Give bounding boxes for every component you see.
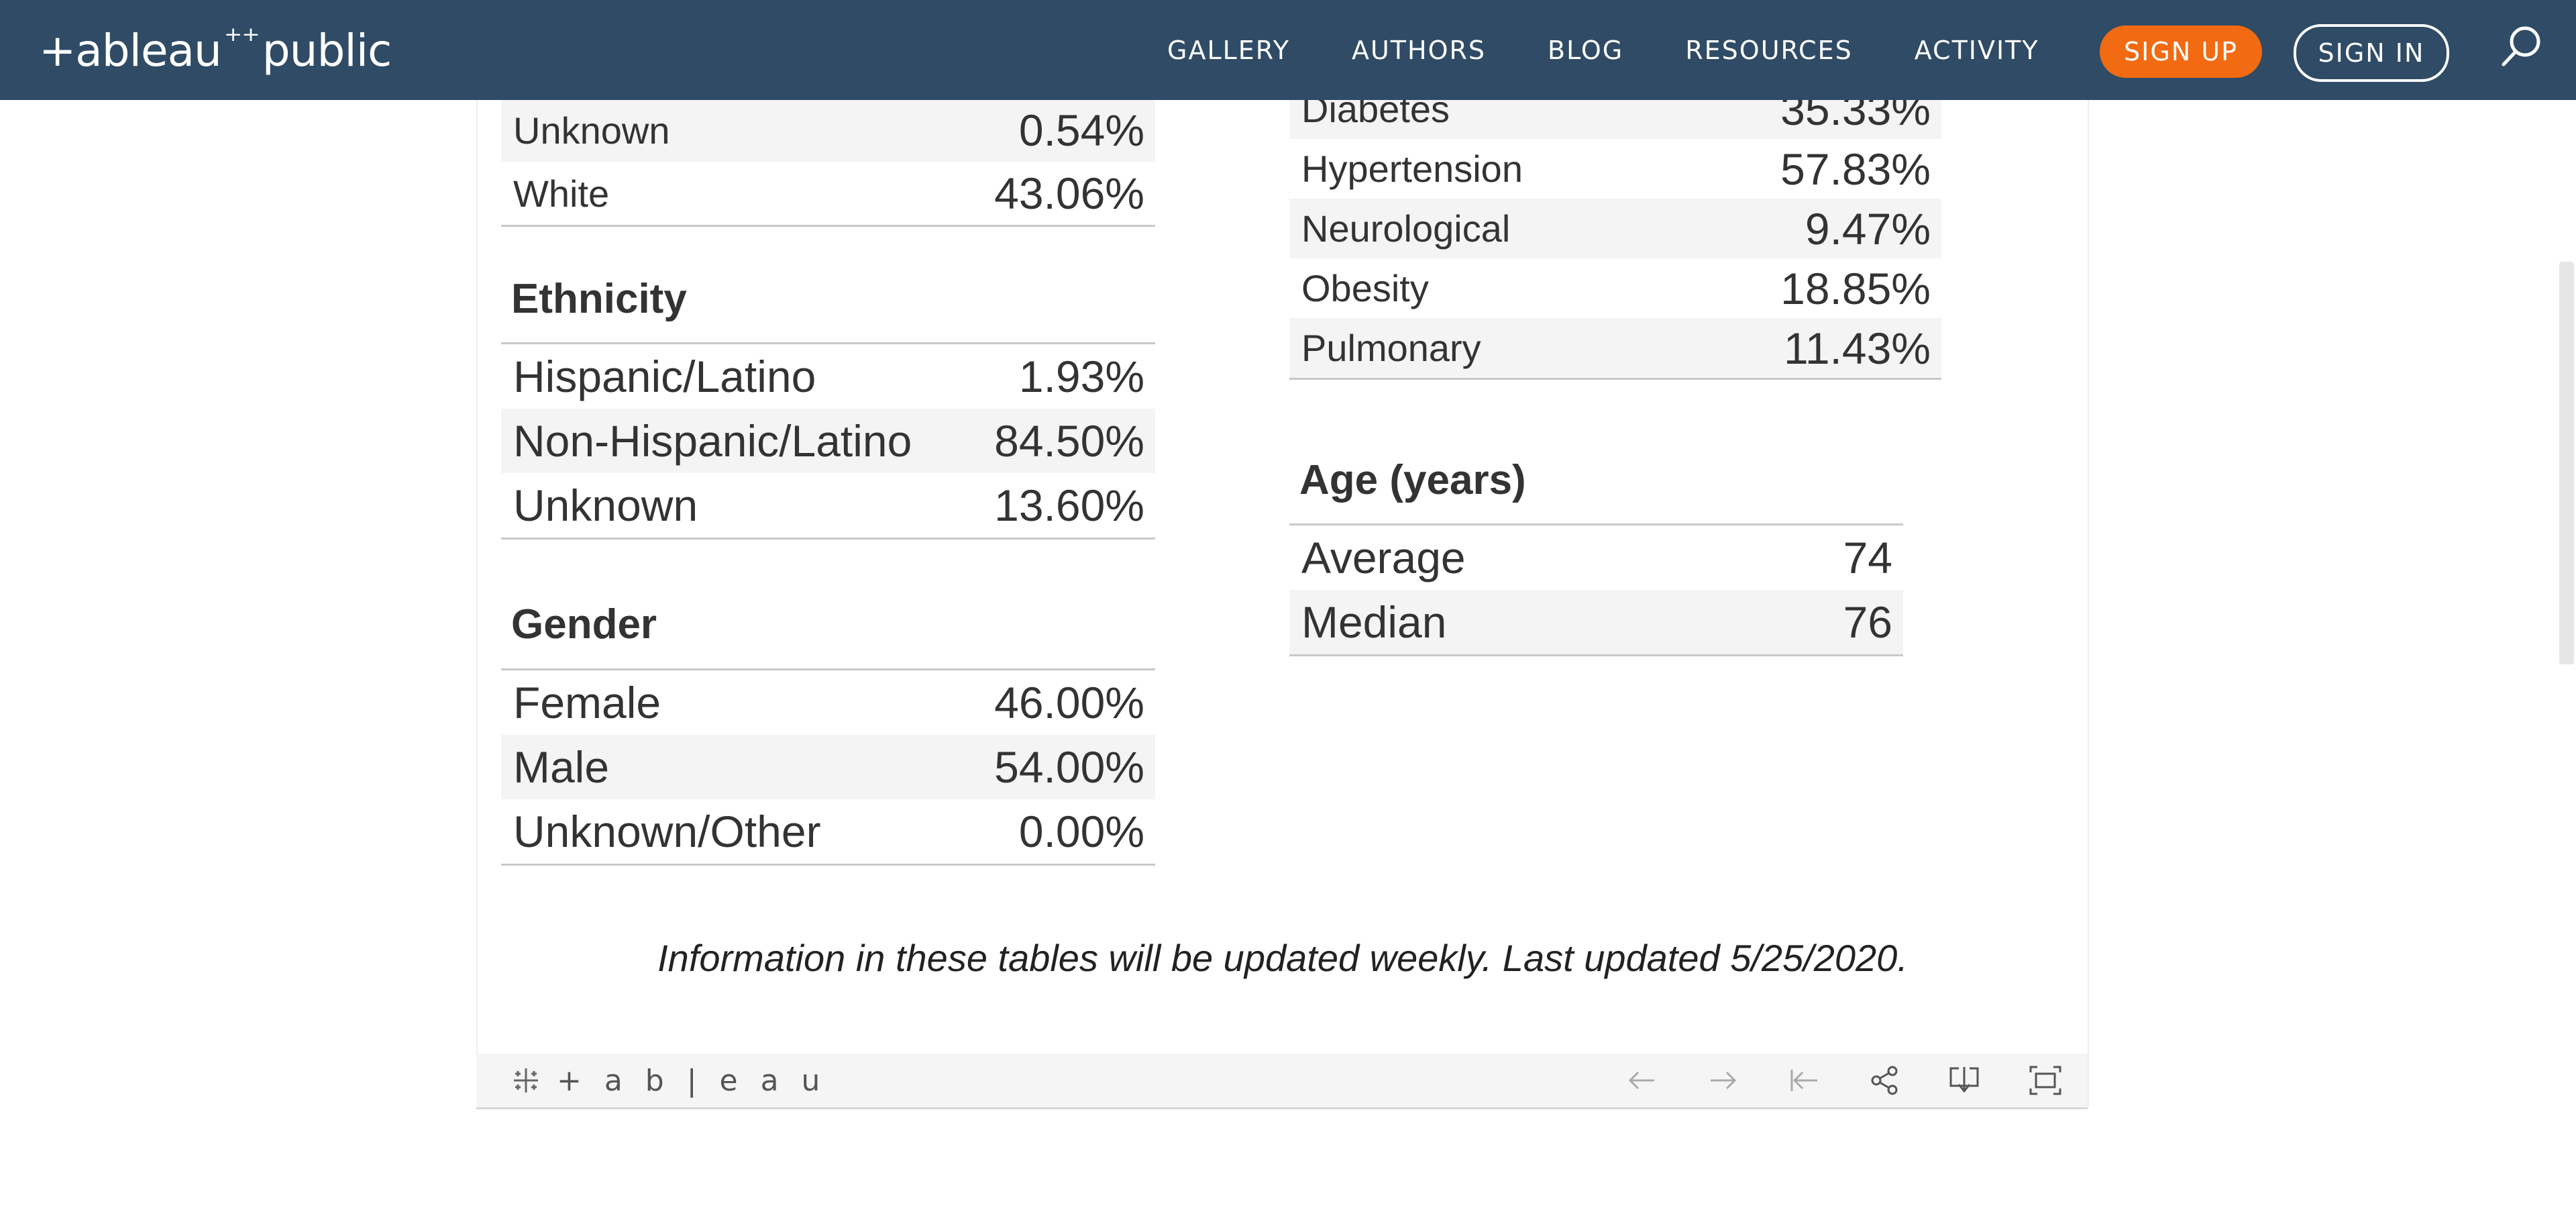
row-label: Hispanic/Latino [513, 352, 816, 401]
tableau-viz: Unknown 0.54% White 43.06% Ethnicity His… [476, 67, 2089, 1107]
table-row: Average 74 [1289, 525, 1903, 590]
row-label: Hypertension [1301, 148, 1523, 190]
top-navigation-bar: +ableau ⁺⁺ public GALLERY AUTHORS BLOG R… [0, 0, 2576, 100]
tableau-logo-mark-icon [514, 1068, 538, 1093]
nav-gallery[interactable]: GALLERY [1167, 35, 1290, 65]
row-value: 43.06% [994, 168, 1144, 218]
row-label: Male [513, 742, 610, 792]
row-label: Average [1301, 533, 1466, 582]
update-note: Information in these tables will be upda… [657, 937, 1908, 979]
row-label: Female [513, 678, 661, 727]
tableau-public-logo[interactable]: +ableau ⁺⁺ public [39, 20, 392, 81]
table-row: Neurological 9.47% [1289, 199, 1941, 258]
race-table: Unknown 0.54% White 43.06% [501, 99, 1155, 227]
fullscreen-icon[interactable] [2028, 1063, 2063, 1098]
row-value: 76 [1843, 597, 1892, 647]
table-row: White 43.06% [501, 162, 1155, 225]
row-value: 74 [1843, 533, 1892, 582]
table-row: Unknown/Other 0.00% [501, 799, 1155, 864]
table-row: Hypertension 57.83% [1289, 139, 1941, 199]
table-row: Male 54.00% [501, 735, 1155, 799]
nav-blog[interactable]: BLOG [1548, 35, 1624, 65]
tableau-toolbar-logo-text: + a b | e a u [557, 1063, 827, 1098]
sign-up-button[interactable]: SIGN UP [2100, 26, 2262, 78]
redo-arrow-icon[interactable] [1705, 1063, 1740, 1098]
search-icon[interactable] [2494, 20, 2548, 74]
row-label: Median [1301, 597, 1447, 647]
ethnicity-table: Hispanic/Latino 1.93% Non-Hispanic/Latin… [501, 342, 1155, 540]
row-value: 54.00% [994, 742, 1144, 792]
row-label: Unknown/Other [513, 807, 821, 856]
gender-title: Gender [511, 601, 657, 648]
row-value: 11.43% [1784, 323, 1931, 373]
undo-arrow-icon[interactable] [1625, 1063, 1660, 1098]
table-row: Non-Hispanic/Latino 84.50% [501, 409, 1155, 473]
age-table: Average 74 Median 76 [1289, 523, 1903, 656]
row-value: 57.83% [1780, 144, 1931, 194]
revert-icon[interactable] [1786, 1063, 1821, 1098]
row-value: 9.47% [1805, 203, 1931, 254]
row-value: 84.50% [994, 416, 1144, 466]
row-value: 46.00% [994, 678, 1144, 727]
gender-table: Female 46.00% Male 54.00% Unknown/Other … [501, 668, 1155, 866]
ethnicity-title: Ethnicity [511, 276, 687, 322]
table-row: Unknown 13.60% [501, 473, 1155, 538]
row-value: 0.54% [1018, 105, 1144, 155]
row-label: Unknown [513, 109, 670, 152]
table-row: Pulmonary 11.43% [1289, 318, 1941, 378]
row-label: White [513, 172, 610, 215]
tableau-toolbar-logo[interactable]: + a b | e a u [510, 1054, 826, 1107]
table-row: Hispanic/Latino 1.93% [501, 344, 1155, 409]
row-value: 1.93% [1018, 352, 1144, 401]
row-label: Neurological [1301, 207, 1511, 250]
row-label: Non-Hispanic/Latino [513, 416, 912, 466]
table-row: Median 76 [1289, 590, 1903, 654]
row-label: Pulmonary [1301, 327, 1481, 369]
sign-in-button[interactable]: SIGN IN [2294, 24, 2449, 82]
row-label: Unknown [513, 480, 698, 530]
row-label: Obesity [1301, 267, 1429, 309]
conditions-table: Diabetes 35.33% Hypertension 57.83% Neur… [1289, 79, 1941, 380]
logo-text-right: public [262, 24, 392, 77]
nav-authors[interactable]: AUTHORS [1351, 35, 1487, 65]
row-value: 18.85% [1780, 263, 1931, 313]
row-value: 13.60% [994, 480, 1144, 530]
logo-text-left: +ableau [39, 24, 222, 77]
download-icon[interactable] [1947, 1063, 1982, 1098]
nav-resources[interactable]: RESOURCES [1685, 35, 1853, 65]
page-scrollbar[interactable] [2559, 262, 2574, 664]
table-row: Obesity 18.85% [1289, 258, 1941, 318]
table-row: Female 46.00% [501, 670, 1155, 735]
table-row: Unknown 0.54% [501, 99, 1155, 162]
share-icon[interactable] [1867, 1063, 1902, 1098]
row-value: 0.00% [1018, 807, 1144, 856]
age-title: Age (years) [1299, 457, 1526, 503]
nav-links: GALLERY AUTHORS BLOG RESOURCES ACTIVITY [1167, 0, 2101, 100]
nav-activity[interactable]: ACTIVITY [1914, 35, 2039, 65]
tableau-toolbar: + a b | e a u [476, 1054, 2088, 1109]
logo-plus-mark-icon: ⁺⁺ [223, 21, 260, 61]
